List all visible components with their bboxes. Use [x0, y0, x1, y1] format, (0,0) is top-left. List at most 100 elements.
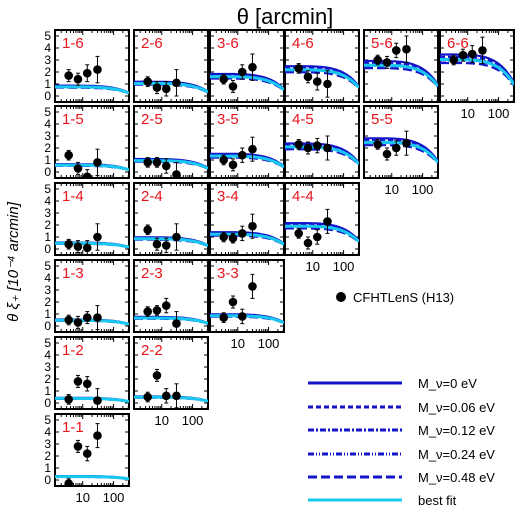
data-point — [294, 64, 303, 73]
data-point — [82, 172, 92, 178]
data-point — [219, 155, 228, 165]
data-point — [143, 392, 152, 402]
y-tick-label: 4 — [44, 271, 51, 285]
data-point — [172, 319, 181, 328]
panel-3-3: 3-3 10 100 — [209, 259, 285, 351]
data-point — [64, 150, 73, 160]
y-tick-label: 1 — [44, 77, 51, 91]
panel-label: 1-3 — [62, 265, 84, 282]
data-point — [64, 395, 73, 404]
panel-label: 2-2 — [141, 342, 163, 359]
y-tick-label: 4 — [44, 41, 51, 55]
y-tick-label: 2 — [44, 295, 51, 309]
y-tick-label: 3 — [44, 129, 51, 143]
panel-label: 3-4 — [217, 188, 239, 205]
data-point — [312, 232, 322, 242]
data-point — [161, 301, 171, 310]
panel-3-5: 3-5 — [209, 105, 285, 179]
data-point — [143, 158, 152, 167]
data-point — [64, 479, 73, 486]
model-curves — [55, 374, 129, 409]
data-point — [237, 67, 247, 77]
y-tick-label: 2 — [44, 372, 51, 386]
model-curves — [55, 148, 129, 178]
panel-5-5: 5-5 10 100 — [363, 105, 439, 197]
legend-line-label: M_ν=0.06 eV — [418, 400, 495, 415]
data-point — [64, 239, 73, 249]
legend-point-marker — [336, 292, 346, 302]
data-point — [228, 297, 238, 307]
data-point — [237, 229, 247, 238]
model-curves — [364, 35, 438, 88]
top-axis-label: θ [arcmin] — [237, 4, 334, 29]
data-point — [161, 161, 171, 171]
data-point — [478, 46, 487, 55]
data-point — [391, 143, 401, 153]
data-point — [152, 371, 162, 380]
data-point — [152, 239, 162, 249]
model-curves — [55, 305, 129, 331]
x-tick-label: 10 — [385, 182, 399, 197]
data-point — [152, 306, 162, 315]
panel-label: 1-4 — [62, 188, 84, 205]
y-tick-label: 2 — [44, 141, 51, 155]
data-point — [228, 82, 238, 91]
model-curves — [210, 136, 284, 172]
y-tick-label: 2 — [44, 218, 51, 232]
panel-frame — [284, 182, 360, 256]
model-curves — [134, 368, 208, 409]
y-tick-label: 5 — [44, 105, 51, 119]
model-curves — [55, 423, 129, 486]
data-point — [402, 138, 411, 148]
best-fit-line — [134, 316, 208, 325]
data-point — [312, 141, 322, 150]
panel-label: 3-5 — [217, 111, 239, 128]
y-tick-label: 0 — [44, 89, 51, 103]
y-tick-label: 0 — [44, 242, 51, 256]
model-line-006eV — [364, 139, 438, 163]
y-tick-label: 3 — [44, 437, 51, 451]
data-point — [467, 49, 477, 59]
model-curves — [285, 63, 359, 98]
data-point — [172, 170, 181, 178]
y-tick-label: 5 — [44, 29, 51, 43]
legend-line-label: M_ν=0 eV — [418, 376, 477, 391]
y-tick-label: 2 — [44, 449, 51, 463]
data-point — [219, 313, 228, 322]
y-tick-label: 1 — [44, 153, 51, 167]
data-point — [152, 158, 162, 167]
y-tick-label: 5 — [44, 182, 51, 196]
best-fit-line — [134, 237, 208, 248]
y-tick-label: 4 — [44, 117, 51, 131]
panel-4-4: 4-4 10 100 — [284, 182, 360, 274]
data-point — [248, 282, 257, 291]
panel-frame — [209, 182, 285, 256]
best-fit-line — [55, 475, 129, 481]
model-curves — [210, 273, 284, 325]
x-tick-label: 100 — [182, 413, 204, 428]
data-point — [93, 158, 102, 167]
model-curves — [364, 130, 438, 165]
data-point — [228, 233, 238, 243]
data-point — [93, 396, 102, 405]
y-tick-label: 5 — [44, 336, 51, 350]
data-point — [373, 55, 382, 65]
data-point — [303, 238, 313, 248]
data-point — [323, 143, 332, 153]
y-tick-label: 1 — [44, 230, 51, 244]
x-tick-label: 10 — [461, 106, 475, 121]
data-point — [73, 74, 83, 84]
data-point — [391, 46, 401, 55]
data-point — [64, 71, 73, 80]
data-point — [161, 391, 171, 401]
y-tick-label: 4 — [44, 425, 51, 439]
best-fit-line — [55, 163, 129, 172]
data-point — [303, 143, 313, 153]
model-curves — [440, 36, 514, 87]
x-tick-label: 100 — [258, 336, 280, 351]
panel-2-6: 2-6 — [133, 29, 209, 103]
panel-label: 3-6 — [217, 35, 239, 52]
model-curves — [55, 223, 129, 255]
